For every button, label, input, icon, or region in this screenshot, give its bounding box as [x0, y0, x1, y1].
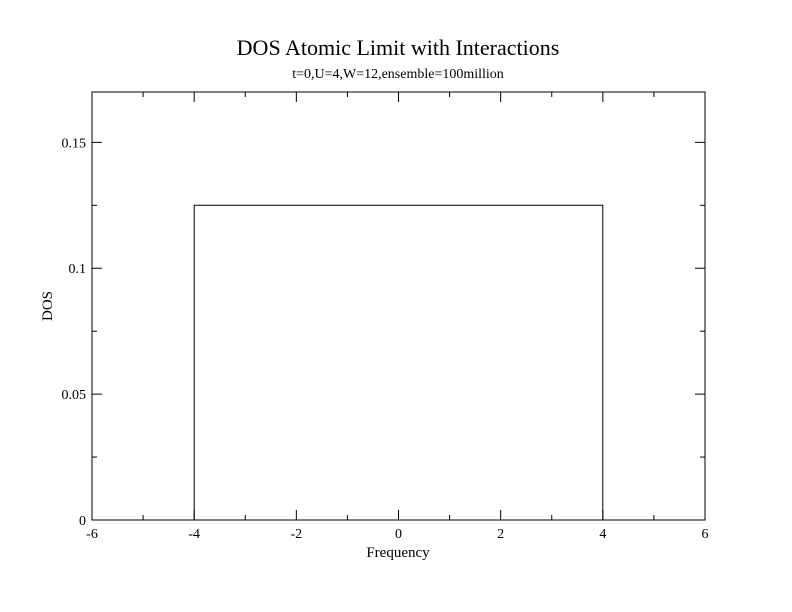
x-tick-label: 4 — [599, 527, 606, 542]
y-tick-label: 0.05 — [62, 388, 87, 403]
x-tick-label: 6 — [702, 527, 709, 542]
x-tick-label: -6 — [86, 527, 98, 542]
series-layer — [193, 204, 604, 520]
x-tick-label: 0 — [395, 527, 402, 542]
chart-title: DOS Atomic Limit with Interactions — [237, 35, 560, 60]
x-tick-label: 2 — [497, 527, 504, 542]
y-axis-label: DOS — [40, 291, 56, 321]
y-tick-label: 0 — [79, 514, 86, 529]
x-axis-label: Frequency — [366, 545, 430, 561]
y-tick-label: 0.1 — [69, 262, 87, 277]
plot-frame — [91, 91, 706, 521]
y-tick-label: 0.15 — [62, 136, 87, 151]
ticks-layer: -6 -4 -2 0 2 4 6 0 0.05 0.1 0.15 — [62, 92, 709, 542]
x-tick-label: -2 — [290, 527, 302, 542]
chart-subtitle: t=0,U=4,W=12,ensemble=100million — [292, 67, 504, 82]
x-tick-label: -4 — [188, 527, 200, 542]
dos-series-line — [193, 204, 604, 520]
